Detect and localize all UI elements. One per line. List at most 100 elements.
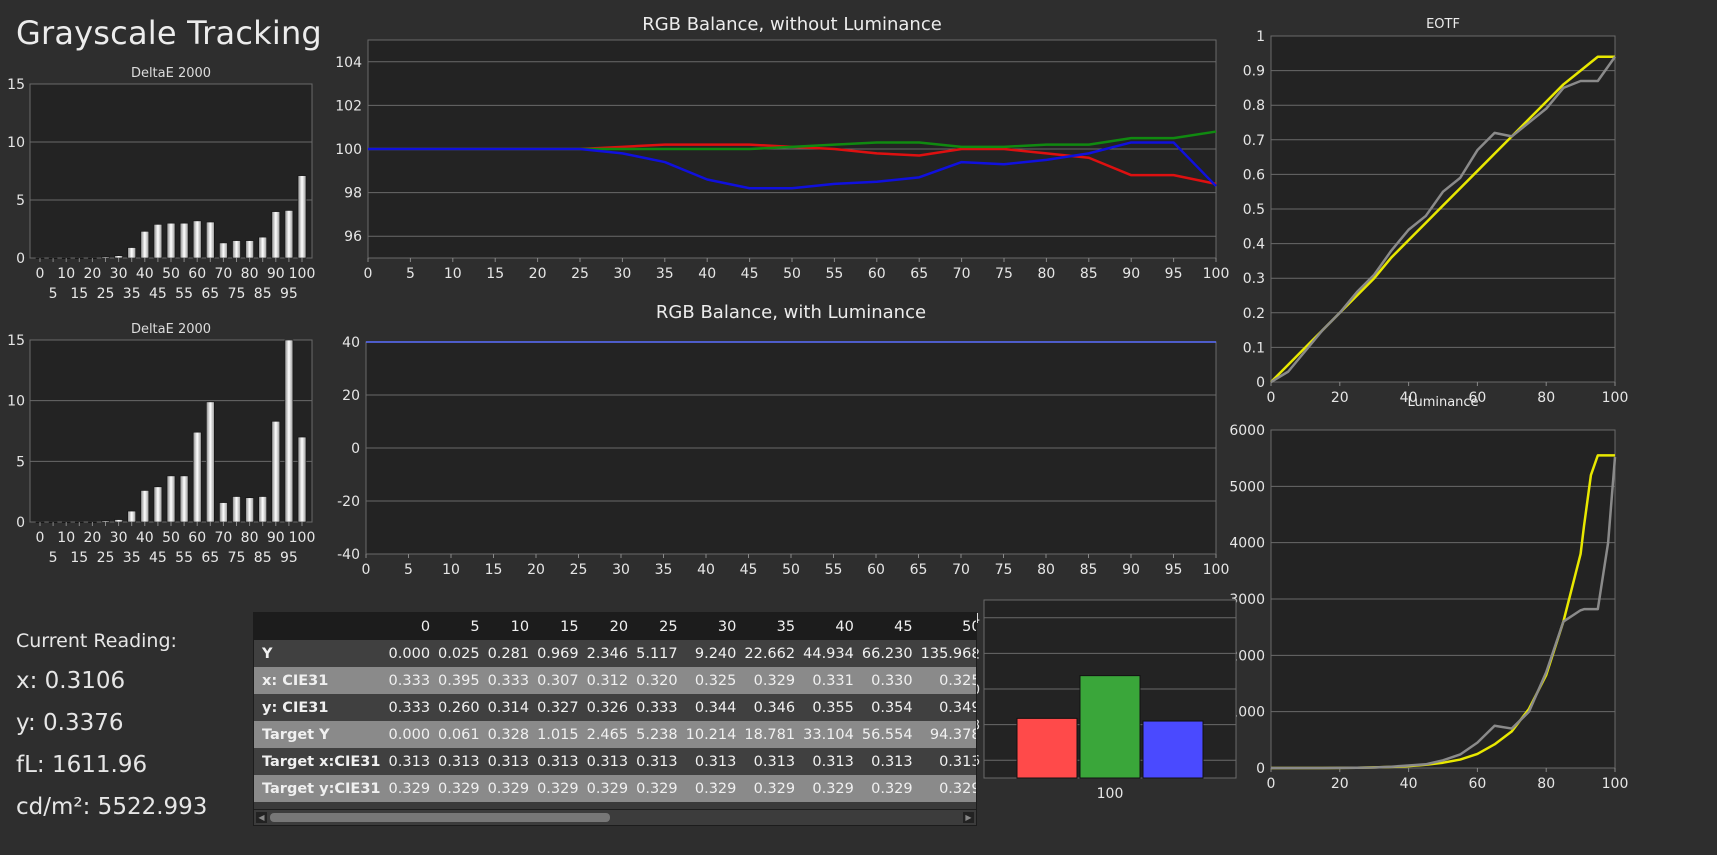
table-cell: 0.329: [740, 667, 800, 694]
de2-xtick: 80: [241, 530, 259, 546]
current-bar: [1016, 717, 1078, 779]
rgb2-ytick: 20: [342, 388, 360, 404]
de1-xtick: 40: [136, 266, 154, 282]
table-cell: 18.781: [740, 721, 800, 748]
de1-bar: [140, 231, 150, 259]
de2-bar: [153, 486, 163, 523]
rgb2-xtick: 45: [740, 562, 758, 578]
rgb1-xtick: 75: [995, 266, 1013, 282]
table-cell: 0.349: [916, 694, 976, 721]
table-cell: 0.329: [857, 775, 917, 802]
rgb1-xtick: 55: [825, 266, 843, 282]
table-cell: 10.214: [681, 721, 741, 748]
rgb1-ytick: 102: [335, 98, 362, 114]
table-cell: 0.313: [857, 748, 917, 775]
table-cell: 0.000: [384, 721, 435, 748]
de1-bar: [192, 220, 202, 259]
de1-bar: [101, 256, 110, 259]
row-label: Target y:CIE31: [254, 775, 385, 802]
de2-xtick: 85: [254, 550, 272, 566]
table-cell: 0.333: [632, 694, 682, 721]
column-header: 20: [582, 613, 633, 640]
horizontal-scrollbar[interactable]: ◀ ▶: [254, 809, 976, 825]
de1-xtick: 50: [162, 266, 180, 282]
de2-bar: [245, 497, 254, 523]
rgb1-xtick: 85: [1080, 266, 1098, 282]
table-cell: 0.313: [632, 748, 682, 775]
table-cell: 0.395: [434, 667, 484, 694]
eotf-title: EOTF: [1426, 17, 1460, 32]
table-cell: 0.329: [916, 775, 976, 802]
de1-ytick: 0: [16, 251, 25, 267]
rgb2-xtick: 60: [867, 562, 885, 578]
rgb2-xtick: 40: [697, 562, 715, 578]
scroll-right-icon[interactable]: ▶: [963, 812, 974, 823]
table-cell: 0.313: [916, 748, 976, 775]
lum-xtick: 60: [1468, 776, 1486, 792]
table-cell: 0.333: [483, 667, 534, 694]
table-cell: 0.313: [740, 748, 800, 775]
de1-xtick: 5: [49, 286, 58, 302]
table-cell: 0.354: [857, 694, 917, 721]
eotf-ytick: 0.1: [1243, 340, 1265, 356]
lum-ytick: 6000: [1229, 423, 1265, 439]
table-cell: 0.313: [533, 748, 583, 775]
de2-bar: [206, 401, 215, 523]
measurements-table[interactable]: 05101520253035404550Y0.0000.0250.2810.96…: [253, 612, 977, 826]
table-cell: 0.326: [582, 694, 633, 721]
de1-bar: [153, 224, 163, 259]
rgb1-xtick: 90: [1122, 266, 1140, 282]
table-cell: 0.328: [483, 721, 534, 748]
table-cell: 0.329: [681, 775, 741, 802]
reading-x: x: 0.3106: [16, 668, 126, 694]
table-cell: 0.329: [483, 775, 534, 802]
table-cell: 2.346: [582, 640, 633, 667]
current-bars-xtick: 100: [1097, 786, 1124, 802]
table-cell: 0.325: [916, 667, 976, 694]
table-row: Target Y 0.000 0.061 0.328 1.015 2.465 5.238 10…: [254, 721, 976, 748]
de1-xtick: 65: [201, 286, 219, 302]
rgb2-xtick: 15: [485, 562, 503, 578]
de1-bar: [297, 175, 307, 259]
scroll-thumb[interactable]: [270, 813, 610, 822]
rgb1-title: RGB Balance, without Luminance: [642, 14, 942, 35]
rgb2-xtick: 65: [910, 562, 928, 578]
de1-xtick: 75: [228, 286, 246, 302]
rgb1-xtick: 80: [1037, 266, 1055, 282]
table-cell: 0.329: [384, 775, 435, 802]
table-row: y: CIE31 0.333 0.260 0.314 0.327 0.326 0.333 0.…: [254, 694, 976, 721]
de1-bar: [271, 211, 281, 259]
rgb1-xtick: 30: [613, 266, 631, 282]
de2-xtick: 10: [57, 530, 75, 546]
row-label: y: CIE31: [254, 694, 385, 721]
table-cell: 0.000: [384, 640, 435, 667]
table-cell: 0.329: [740, 775, 800, 802]
column-header: 5: [434, 613, 484, 640]
de1-bar: [114, 255, 123, 259]
rgb1-xtick: 95: [1165, 266, 1183, 282]
table-cell: 0.025: [434, 640, 484, 667]
de1-bar: [245, 240, 254, 259]
de1-bar: [258, 236, 268, 259]
de1-bar: [179, 222, 189, 259]
reading-y: y: 0.3376: [16, 710, 124, 736]
rgb2-ytick: -40: [337, 547, 360, 563]
de1-bar: [219, 242, 228, 259]
rgb2-xtick: 100: [1203, 562, 1230, 578]
table-cell: 66.230: [857, 640, 917, 667]
de2-bar: [284, 339, 294, 523]
rgb2-ytick: -20: [337, 494, 360, 510]
table-cell: 0.307: [533, 667, 583, 694]
de2-bar: [297, 436, 307, 523]
eotf-xtick: 20: [1331, 390, 1349, 406]
lum-ytick: 3000: [1229, 592, 1265, 608]
column-header: 15: [533, 613, 583, 640]
scroll-left-icon[interactable]: ◀: [256, 812, 267, 823]
column-header: 25: [632, 613, 682, 640]
table-cell: 0.333: [384, 694, 435, 721]
table-corner: [254, 613, 385, 640]
eotf-ytick: 0.7: [1243, 133, 1265, 149]
row-label: x: CIE31: [254, 667, 385, 694]
de2-bar: [258, 496, 268, 523]
table-cell: 5.117: [632, 640, 682, 667]
